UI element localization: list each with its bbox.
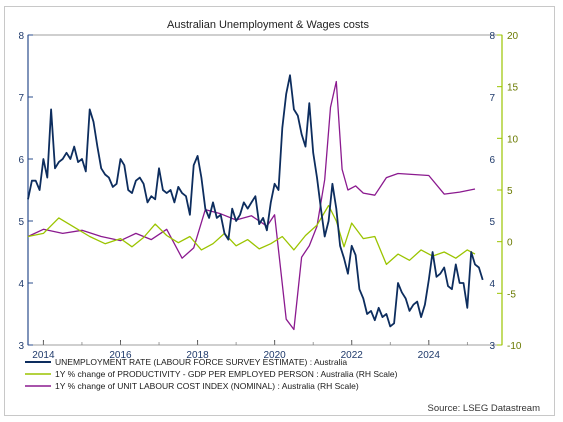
left-tick-label: 3 [18, 341, 24, 352]
right-tick-label: 5 [507, 186, 513, 197]
x-tick-label: 2024 [418, 350, 441, 361]
right-tick-label: 15 [507, 83, 519, 94]
series-line-1 [27, 74, 484, 328]
x-tick-label: 2020 [264, 350, 287, 361]
legend-label: 1Y % change of UNIT LABOUR COST INDEX (N… [55, 381, 359, 391]
chart-canvas: Australian Unemployment & Wages costs 3 4… [18, 19, 541, 414]
series-line-2 [27, 204, 476, 266]
chart-title: Australian Unemployment & Wages costs [167, 19, 369, 31]
series-line-3 [27, 80, 476, 331]
left-scale-mirror-label: 4 [489, 279, 495, 290]
plot-area-border [27, 34, 503, 346]
left-tick-label: 8 [18, 31, 24, 42]
left-tick-label: 6 [18, 155, 24, 166]
x-tick-label: 2018 [186, 350, 209, 361]
x-tick-label: 2016 [109, 350, 132, 361]
x-tick-label: 2014 [32, 350, 55, 361]
left-tick-label: 7 [18, 93, 24, 104]
left-scale-mirror-label: 6 [489, 155, 495, 166]
right-tick-label: 0 [507, 238, 513, 249]
left-tick-label: 4 [18, 279, 24, 290]
right-tick-label: 10 [507, 134, 519, 145]
left-scale-mirror-label: 5 [489, 217, 495, 228]
legend-label: 1Y % change of PRODUCTIVITY - GDP PER EM… [55, 369, 398, 379]
chart-source: Source: LSEG Datastream [428, 403, 541, 414]
chart-frame: Australian Unemployment & Wages costs 3 4… [4, 6, 555, 416]
right-tick-label: 20 [507, 31, 519, 42]
left-scale-mirror-label: 3 [489, 341, 495, 352]
x-tick-label: 2022 [341, 350, 364, 361]
right-tick-label: -5 [507, 289, 516, 300]
right-tick-label: -10 [507, 341, 522, 352]
left-tick-label: 5 [18, 217, 24, 228]
left-scale-mirror-label: 7 [489, 93, 495, 104]
left-scale-mirror-label: 8 [489, 31, 495, 42]
legend-label: UNEMPLOYMENT RATE (LABOUR FORCE SURVEY E… [55, 357, 347, 367]
